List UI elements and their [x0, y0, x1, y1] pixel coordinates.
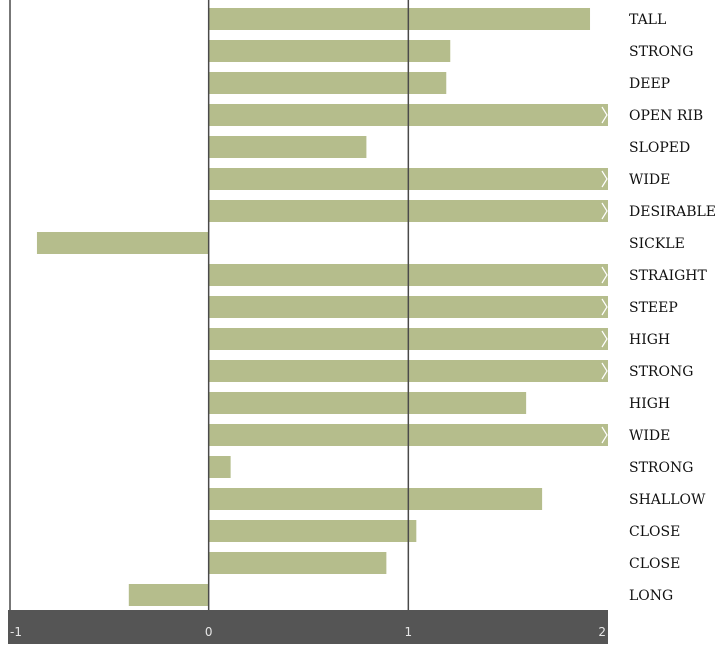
category-label-12: HIGH: [629, 396, 670, 412]
bars-group: [36, 8, 608, 606]
bar-overflow-chevron-3: [601, 106, 608, 124]
bar-4: [208, 136, 367, 158]
bar-overflow-chevron-11: [601, 362, 608, 380]
bar-16: [208, 520, 417, 542]
category-label-7: SICKLE: [629, 236, 685, 252]
category-label-13: WIDE: [629, 428, 670, 444]
bar-overflow-chevron-13: [601, 426, 608, 444]
bar-0: [208, 8, 591, 30]
category-label-4: SLOPED: [629, 140, 690, 156]
category-label-15: SHALLOW: [629, 492, 706, 508]
category-label-17: CLOSE: [629, 556, 680, 572]
category-label-1: STRONG: [629, 44, 693, 60]
x-tick-label-3: 2: [598, 625, 606, 639]
bar-overflow-chevron-6: [601, 202, 608, 220]
bar-7: [36, 232, 209, 254]
x-tick-label-0: -1: [10, 625, 22, 639]
bar-17: [208, 552, 387, 574]
bar-15: [208, 488, 543, 510]
x-tick-label-2: 1: [405, 625, 413, 639]
category-label-3: OPEN RIB: [629, 108, 703, 124]
category-label-16: CLOSE: [629, 524, 680, 540]
category-label-5: WIDE: [629, 172, 670, 188]
bar-overflow-chevron-8: [601, 266, 608, 284]
category-label-10: HIGH: [629, 332, 670, 348]
category-label-11: STRONG: [629, 364, 693, 380]
reference-lines: [9, 0, 410, 610]
bar-overflow-chevron-5: [601, 170, 608, 188]
bar-12: [208, 392, 527, 414]
x-axis: -1 0 1 2: [8, 610, 608, 644]
category-labels: TALL STRONG DEEP OPEN RIB SLOPED WIDE DESIRABL…: [629, 12, 716, 604]
category-label-2: DEEP: [629, 76, 670, 92]
bar-18: [128, 584, 209, 606]
bar-2: [208, 72, 447, 94]
category-label-18: LONG: [629, 588, 673, 604]
x-axis-band: [8, 610, 608, 644]
x-tick-label-1: 0: [205, 625, 213, 639]
bar-14: [208, 456, 231, 478]
category-label-8: STRAIGHT: [629, 268, 708, 284]
bar-1: [208, 40, 451, 62]
category-label-0: TALL: [629, 12, 666, 28]
bar-overflow-chevron-9: [601, 298, 608, 316]
category-label-14: STRONG: [629, 460, 693, 476]
category-label-9: STEEP: [629, 300, 678, 316]
bar-overflow-chevron-10: [601, 330, 608, 348]
category-label-6: DESIRABLE: [629, 204, 716, 220]
